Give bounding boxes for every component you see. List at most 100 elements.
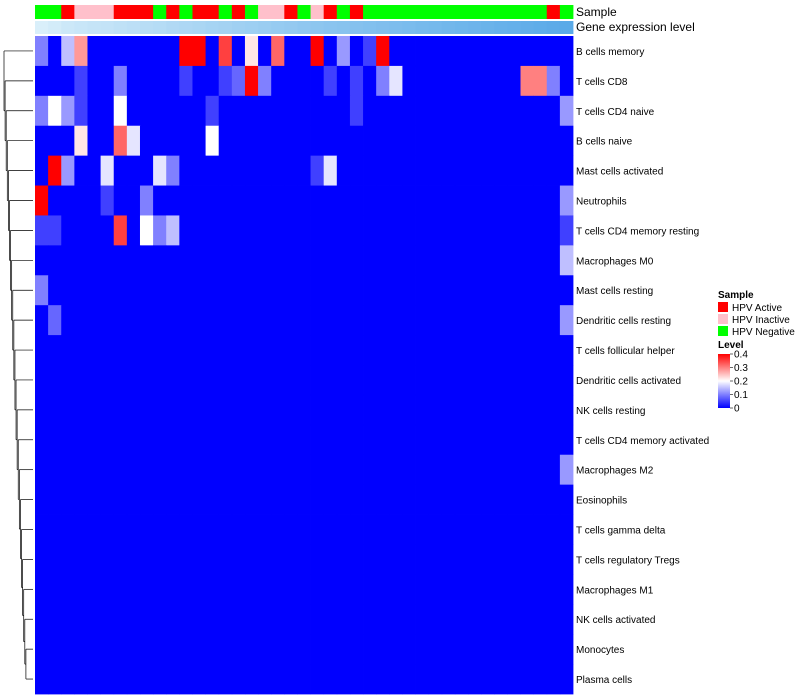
- heatmap-cell: [454, 245, 469, 276]
- sample-annotation-cell: [494, 5, 508, 19]
- heatmap-cell: [192, 365, 206, 396]
- heatmap-cell: [244, 634, 259, 665]
- heatmap-cell: [61, 484, 75, 515]
- heatmap-cell: [244, 95, 259, 127]
- heatmap-cell: [139, 514, 154, 545]
- heatmap-cell: [205, 215, 220, 246]
- sample-annotation-cell: [441, 5, 456, 19]
- heatmap-cell: [126, 454, 141, 486]
- heatmap-cell: [323, 604, 338, 635]
- heatmap-cell: [389, 454, 403, 486]
- heatmap-cell: [415, 544, 430, 575]
- heatmap-cell: [192, 215, 206, 246]
- heatmap-cell: [494, 574, 508, 605]
- heatmap-cell: [389, 544, 403, 575]
- heatmap-cell: [507, 604, 521, 635]
- heatmap-cell: [231, 484, 246, 515]
- heatmap-cell: [153, 335, 167, 366]
- heatmap-cell: [271, 604, 285, 635]
- heatmap-cell: [48, 365, 62, 396]
- sample-annotation-cell: [258, 5, 272, 19]
- row-label: T cells regulatory Tregs: [576, 555, 680, 566]
- heatmap-cell: [244, 65, 259, 97]
- heatmap-cell: [559, 36, 574, 67]
- heatmap-cell: [402, 335, 416, 366]
- heatmap-cell: [153, 634, 167, 665]
- heatmap-cell: [323, 245, 338, 276]
- heatmap-cell: [87, 65, 102, 97]
- heatmap-cell: [520, 365, 535, 396]
- heatmap-cell: [533, 484, 548, 515]
- heatmap-cell: [244, 514, 259, 545]
- heatmap-cell: [61, 604, 75, 635]
- heatmap-cell: [284, 454, 298, 486]
- heatmap-cell: [297, 604, 311, 635]
- sample-annotation-cell: [35, 5, 49, 19]
- heatmap-cell: [126, 275, 141, 306]
- heatmap-cell: [336, 155, 351, 186]
- heatmap-cell: [546, 484, 561, 515]
- heatmap-cell: [481, 335, 495, 366]
- heatmap-cell: [415, 484, 430, 515]
- heatmap-cell: [153, 484, 167, 515]
- heatmap-cell: [166, 185, 180, 216]
- heatmap-cell: [520, 424, 535, 456]
- heatmap-cell: [218, 514, 233, 545]
- heatmap-cell: [35, 424, 49, 456]
- heatmap-cell: [74, 275, 88, 306]
- row-label: T cells CD4 memory activated: [576, 436, 709, 447]
- heatmap-cell: [310, 574, 325, 605]
- heatmap-cell: [179, 155, 193, 186]
- heatmap-cell: [35, 305, 49, 336]
- heatmap-cell: [297, 365, 311, 396]
- heatmap-cell: [179, 574, 193, 605]
- heatmap-cell: [231, 245, 246, 276]
- heatmap-cell: [415, 424, 430, 456]
- heatmap-cell: [126, 664, 141, 695]
- heatmap-cell: [376, 424, 390, 456]
- heatmap-cell: [166, 155, 180, 186]
- heatmap-cell: [481, 275, 495, 306]
- gene-expression-cell: [363, 21, 377, 34]
- heatmap-cell: [441, 394, 456, 426]
- heatmap-cell: [389, 484, 403, 515]
- heatmap-cell: [402, 215, 416, 246]
- heatmap-cell: [192, 484, 206, 515]
- heatmap-cell: [35, 574, 49, 605]
- heatmap-cell: [87, 215, 102, 246]
- heatmap-cell: [179, 95, 193, 127]
- heatmap-cell: [546, 335, 561, 366]
- heatmap-cell: [192, 95, 206, 127]
- gene-expression-cell: [415, 21, 430, 34]
- heatmap-cell: [100, 394, 115, 426]
- heatmap-cell: [546, 95, 561, 127]
- heatmap-cell: [192, 155, 206, 186]
- sample-annotation-cell: [271, 5, 285, 19]
- heatmap-cell: [310, 185, 325, 216]
- heatmap-cell: [507, 424, 521, 456]
- heatmap-cell: [559, 275, 574, 306]
- heatmap-cell: [48, 424, 62, 456]
- sample-annotation-cell: [376, 5, 390, 19]
- heatmap-cell: [113, 65, 128, 97]
- heatmap-cell: [244, 36, 259, 67]
- heatmap-cell: [205, 514, 220, 545]
- heatmap-cell: [258, 574, 272, 605]
- heatmap-cell: [415, 394, 430, 426]
- heatmap-cell: [153, 155, 167, 186]
- heatmap-cell: [441, 185, 456, 216]
- sample-annotation-cell: [389, 5, 403, 19]
- heatmap-cell: [441, 544, 456, 575]
- heatmap-cell: [363, 454, 377, 486]
- heatmap-cell: [520, 215, 535, 246]
- heatmap-cell: [153, 245, 167, 276]
- heatmap-cell: [520, 604, 535, 635]
- heatmap-cell: [48, 634, 62, 665]
- row-label: B cells naive: [576, 137, 633, 148]
- heatmap-cell: [349, 65, 364, 97]
- heatmap-cell: [139, 65, 154, 97]
- heatmap-cell: [48, 155, 62, 186]
- heatmap-cell: [179, 245, 193, 276]
- heatmap-cell: [61, 36, 75, 67]
- heatmap-cell: [126, 484, 141, 515]
